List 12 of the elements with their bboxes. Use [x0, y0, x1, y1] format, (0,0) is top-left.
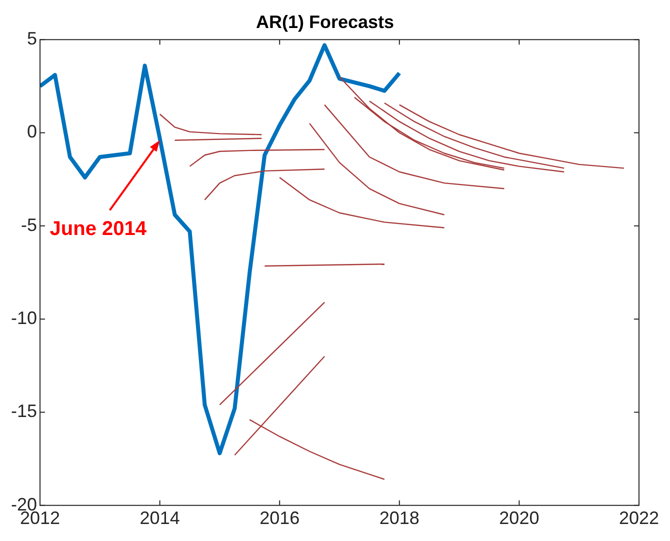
- annotation: June 2014: [50, 218, 148, 240]
- y-tick-label: 5: [27, 28, 38, 49]
- chart-title: AR(1) Forecasts: [256, 12, 394, 32]
- x-tick-label: 2022: [618, 508, 659, 528]
- x-tick-label: 2016: [260, 508, 300, 528]
- x-tick-label: 2014: [140, 508, 180, 528]
- x-tick-label: 2018: [379, 508, 420, 528]
- y-tick-label: 0: [27, 122, 38, 142]
- y-tick-label: -5: [21, 214, 38, 235]
- y-tick-label: -15: [11, 401, 38, 422]
- x-tick-label: 2020: [499, 508, 540, 528]
- y-tick-label: -10: [11, 308, 38, 328]
